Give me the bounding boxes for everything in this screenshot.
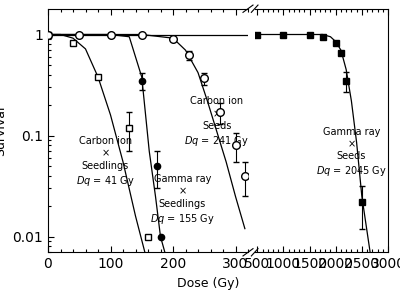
Text: Carbon ion
×
Seeds
$Dq$ = 241 Gy: Carbon ion × Seeds $Dq$ = 241 Gy [184, 97, 249, 148]
Text: Gamma ray
×
Seeds
$Dq$ = 2045 Gy: Gamma ray × Seeds $Dq$ = 2045 Gy [316, 127, 387, 178]
Text: Carbon ion
×
Seedlings
$Dq$ = 41 Gy: Carbon ion × Seedlings $Dq$ = 41 Gy [76, 136, 135, 188]
Text: Dose (Gy): Dose (Gy) [177, 277, 239, 290]
Text: Gamma ray
×
Seedlings
$Dq$ = 155 Gy: Gamma ray × Seedlings $Dq$ = 155 Gy [150, 174, 215, 226]
Y-axis label: Survival: Survival [0, 105, 7, 156]
